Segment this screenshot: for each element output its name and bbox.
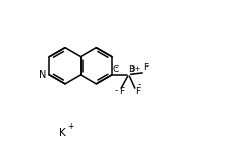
Text: +: +	[67, 122, 73, 131]
Text: F: F	[119, 87, 124, 96]
Text: -: -	[114, 63, 117, 72]
Text: N: N	[39, 70, 46, 80]
Text: F: F	[134, 87, 140, 96]
Text: F: F	[143, 63, 148, 72]
Text: K: K	[59, 128, 66, 138]
Text: -: -	[137, 80, 140, 89]
Text: C: C	[112, 65, 118, 74]
Text: -: -	[145, 61, 148, 70]
Text: -: -	[114, 86, 117, 95]
Text: 3+: 3+	[130, 66, 140, 72]
Text: B: B	[127, 65, 133, 74]
